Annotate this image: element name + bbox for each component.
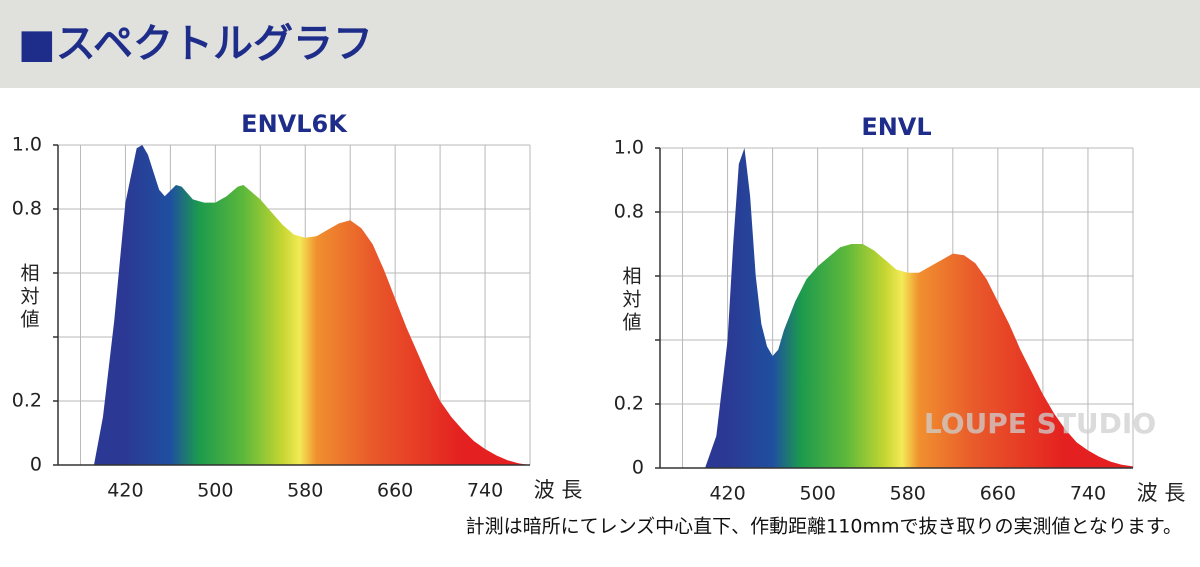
x-tick-label: 420 (709, 483, 745, 505)
x-tick-label: 500 (800, 483, 836, 505)
x-tick-label: 580 (890, 483, 926, 505)
note: 計測は暗所にてレンズ中心直下、作動距離110mmで抜き取りの実測値となります。 (466, 516, 1182, 538)
y-axis-label: 相対値 (18, 263, 40, 332)
x-tick-label: 500 (197, 480, 233, 502)
x-tick-label: 580 (287, 480, 323, 502)
spectrum-area (705, 148, 1133, 468)
x-axis-label: 波 長 (1137, 481, 1186, 505)
y-tick-label: 1.0 (614, 137, 644, 159)
watermark: LOUPE STUDIO (924, 407, 1156, 440)
y-tick-label: 0.8 (12, 198, 42, 220)
x-axis-label: 波 長 (534, 478, 583, 502)
x-tick-label: 740 (1070, 483, 1106, 505)
x-tick-label: 420 (107, 480, 143, 502)
y-axis-label: 相対値 (620, 266, 642, 335)
chart-title: ENVL (861, 113, 931, 141)
y-tick-label: 0.2 (614, 393, 644, 415)
y-tick-label: 1.0 (12, 134, 42, 156)
y-tick-label: 0.2 (12, 390, 42, 412)
y-tick-label: 0 (30, 454, 42, 476)
x-tick-label: 660 (980, 483, 1016, 505)
header-band (0, 0, 1200, 88)
spectrum-area (93, 145, 530, 465)
chart-title: ENVL6K (241, 110, 348, 138)
y-tick-label: 0.8 (614, 201, 644, 223)
header-title: ■スペクトルグラフ (18, 21, 373, 67)
x-tick-label: 660 (377, 480, 413, 502)
y-tick-label: 0 (632, 457, 644, 479)
x-tick-label: 740 (467, 480, 503, 502)
